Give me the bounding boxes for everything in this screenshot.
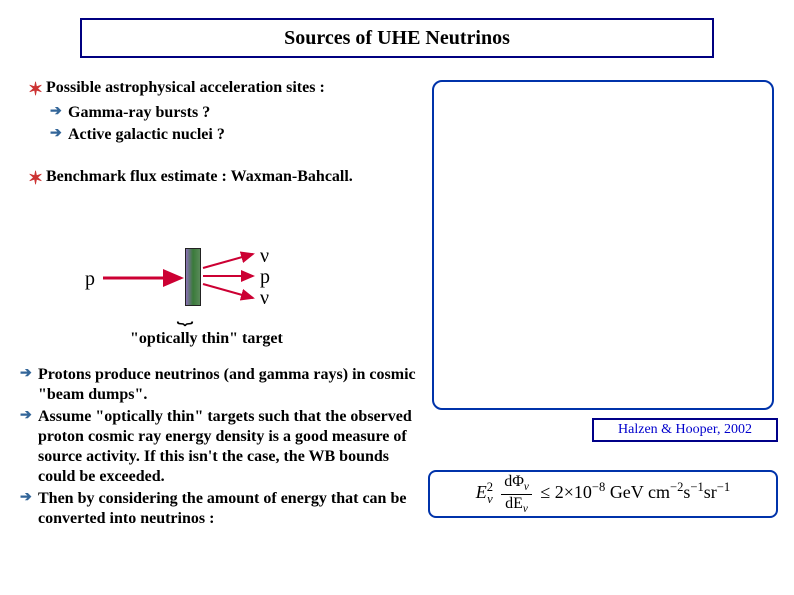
fraction: dΦν dEν	[501, 473, 532, 514]
heading-benchmark: Benchmark flux estimate : Waxman-Bahcall…	[46, 167, 428, 187]
star-icon: ✶	[28, 78, 46, 101]
note-beam-dumps: Protons produce neutrinos (and gamma ray…	[38, 365, 420, 405]
f-u1: −2	[670, 480, 683, 494]
list-item: ➔ Protons produce neutrinos (and gamma r…	[20, 365, 420, 405]
sub-agn: Active galactic nuclei ?	[68, 125, 428, 145]
formula: E2ν dΦν dEν ≤ 2×10−8 GeV cm−2s−1sr−1	[476, 473, 730, 514]
arrow-icon: ➔	[20, 489, 38, 507]
block-benchmark: ✶ Benchmark flux estimate : Waxman-Bahca…	[28, 167, 428, 190]
sub-grb: Gamma-ray bursts ?	[68, 103, 428, 123]
arrow-icon: ➔	[50, 125, 68, 143]
heading-acceleration: Possible astrophysical acceleration site…	[46, 78, 428, 98]
label-nu-out: ν	[260, 287, 269, 310]
list-item: ✶ Benchmark flux estimate : Waxman-Bahca…	[28, 167, 428, 190]
list-item: ➔ Assume "optically thin" targets such t…	[20, 407, 420, 487]
f-u2: −1	[690, 480, 703, 494]
beam-dump-diagram: p ν p ν ⏟	[85, 240, 305, 325]
list-item: ✶ Possible astrophysical acceleration si…	[28, 78, 428, 101]
brace-icon: ⏟	[177, 303, 194, 326]
target-rect	[185, 248, 201, 306]
title-box: Sources of UHE Neutrinos	[80, 18, 714, 58]
f-num-sub: ν	[524, 482, 529, 494]
f-den: dE	[505, 495, 523, 512]
f-den-sub: ν	[523, 503, 528, 515]
arrow-icon: ➔	[20, 407, 38, 425]
arrow-icon: ➔	[50, 103, 68, 121]
flux-chart-placeholder	[432, 80, 774, 410]
f-coef: 2×10	[555, 482, 592, 502]
block-notes: ➔ Protons produce neutrinos (and gamma r…	[20, 365, 420, 531]
list-item: ➔ Active galactic nuclei ?	[50, 125, 428, 145]
formula-box: E2ν dΦν dEν ≤ 2×10−8 GeV cm−2s−1sr−1	[428, 470, 778, 518]
f-num: dΦ	[504, 473, 524, 490]
arrow-icon: ➔	[20, 365, 38, 383]
f-units: GeV cm	[610, 482, 670, 502]
arrow-out	[203, 254, 253, 268]
block-acceleration-sites: ✶ Possible astrophysical acceleration si…	[28, 78, 428, 145]
list-item: ➔ Then by considering the amount of ener…	[20, 489, 420, 529]
note-energy: Then by considering the amount of energy…	[38, 489, 420, 529]
f-coef-exp: −8	[592, 480, 605, 494]
arrow-out	[203, 284, 253, 298]
page-title: Sources of UHE Neutrinos	[284, 27, 510, 50]
f-e: E	[476, 482, 487, 502]
note-optically-thin: Assume "optically thin" targets such tha…	[38, 407, 420, 487]
f-u3: −1	[717, 480, 730, 494]
list-item: ➔ Gamma-ray bursts ?	[50, 103, 428, 123]
credit-box: Halzen & Hooper, 2002	[592, 418, 778, 442]
f-e-sub: ν	[487, 492, 493, 506]
caption-optically-thin: "optically thin" target	[130, 330, 283, 348]
credit-text: Halzen & Hooper, 2002	[618, 422, 752, 438]
star-icon: ✶	[28, 167, 46, 190]
f-sr: sr	[704, 482, 717, 502]
label-p-out: p	[260, 266, 270, 289]
label-nu-out: ν	[260, 245, 269, 268]
content-left: ✶ Possible astrophysical acceleration si…	[28, 78, 428, 197]
f-rel: ≤	[540, 482, 550, 502]
